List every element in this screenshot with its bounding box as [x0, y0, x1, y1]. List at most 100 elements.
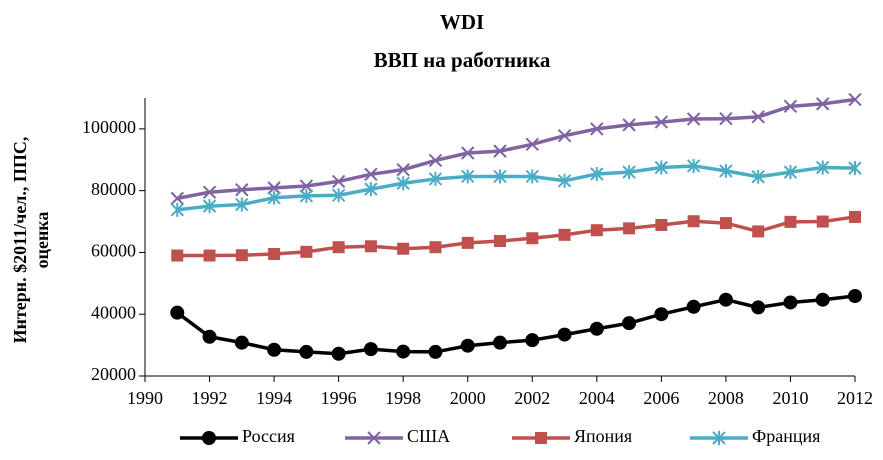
- marker: [396, 344, 411, 359]
- marker: [686, 112, 701, 126]
- marker-shape: [655, 218, 668, 231]
- legend-label: Япония: [574, 426, 632, 446]
- y-axis-label: оценка: [32, 212, 52, 269]
- marker: [535, 432, 547, 444]
- marker-shape: [816, 215, 829, 228]
- marker: [202, 185, 217, 199]
- marker: [299, 188, 314, 203]
- marker: [461, 236, 474, 249]
- marker-shape: [783, 165, 798, 180]
- marker: [654, 160, 669, 175]
- marker: [202, 329, 217, 344]
- marker-shape: [590, 166, 604, 181]
- marker: [493, 169, 507, 184]
- marker: [783, 165, 798, 180]
- marker-shape: [623, 222, 636, 235]
- marker-shape: [331, 174, 346, 189]
- marker-shape: [331, 346, 346, 361]
- marker: [235, 249, 248, 262]
- marker: [268, 247, 281, 260]
- marker-shape: [848, 161, 862, 176]
- marker: [367, 431, 381, 445]
- marker: [815, 292, 830, 307]
- marker-shape: [622, 316, 637, 331]
- marker-shape: [364, 240, 377, 253]
- x-tick-label: 2004: [579, 388, 615, 408]
- marker: [816, 215, 829, 228]
- marker-shape: [235, 249, 248, 262]
- marker-shape: [300, 245, 313, 258]
- marker-shape: [654, 307, 669, 322]
- marker: [751, 169, 765, 184]
- marker: [718, 292, 733, 307]
- marker-shape: [202, 329, 217, 344]
- legend-label: Франция: [752, 426, 820, 446]
- x-tick-label: 2008: [708, 388, 744, 408]
- marker-shape: [235, 197, 249, 212]
- marker: [428, 153, 443, 168]
- x-tick-label: 1994: [256, 388, 292, 408]
- marker-shape: [461, 169, 475, 184]
- chart-subtitle: ВВП на работника: [374, 48, 551, 72]
- marker-shape: [751, 110, 765, 124]
- marker-shape: [848, 92, 862, 107]
- marker: [267, 181, 281, 195]
- marker: [783, 99, 798, 114]
- marker: [654, 115, 669, 129]
- marker: [461, 169, 475, 184]
- marker-shape: [171, 249, 184, 262]
- marker-shape: [816, 97, 830, 111]
- marker-shape: [526, 232, 539, 245]
- marker-shape: [783, 295, 798, 310]
- marker-shape: [299, 344, 314, 359]
- marker-shape: [267, 190, 281, 205]
- marker: [396, 176, 410, 191]
- marker: [557, 327, 572, 342]
- marker: [525, 333, 540, 348]
- marker-shape: [428, 153, 443, 168]
- marker: [687, 215, 700, 228]
- marker: [428, 171, 443, 186]
- marker-shape: [557, 128, 572, 143]
- marker-shape: [396, 344, 411, 359]
- legend-label: Россия: [242, 426, 295, 446]
- marker-shape: [428, 344, 443, 359]
- marker-shape: [557, 327, 572, 342]
- marker: [299, 179, 314, 193]
- marker: [751, 300, 766, 315]
- marker: [525, 169, 539, 184]
- marker: [719, 163, 733, 178]
- marker-shape: [170, 191, 184, 206]
- marker: [493, 335, 507, 350]
- marker: [525, 137, 539, 152]
- marker: [558, 228, 571, 241]
- marker-shape: [234, 335, 249, 350]
- marker-shape: [686, 112, 701, 126]
- marker-shape: [460, 338, 475, 353]
- marker: [557, 128, 572, 143]
- y-tick-label: 40000: [91, 302, 136, 322]
- marker: [493, 144, 507, 158]
- chart-title: WDI: [440, 10, 484, 34]
- marker: [589, 321, 604, 336]
- marker-shape: [397, 242, 410, 255]
- marker-shape: [170, 202, 184, 217]
- x-tick-label: 1992: [192, 388, 228, 408]
- marker-shape: [429, 241, 442, 254]
- marker: [751, 110, 765, 124]
- y-tick-label: 20000: [91, 364, 136, 384]
- marker: [816, 97, 830, 111]
- y-axis-label: Интерн. $2011/чел., ППС,: [10, 137, 30, 344]
- marker-shape: [590, 224, 603, 237]
- y-tick-label: 80000: [91, 179, 136, 199]
- marker-shape: [525, 169, 539, 184]
- marker: [461, 146, 475, 160]
- x-tick-label: 2000: [450, 388, 486, 408]
- marker-shape: [331, 188, 346, 203]
- legend-label: США: [407, 426, 450, 446]
- marker-shape: [590, 122, 604, 136]
- marker-shape: [493, 335, 507, 350]
- marker: [590, 122, 604, 136]
- marker-shape: [299, 179, 314, 193]
